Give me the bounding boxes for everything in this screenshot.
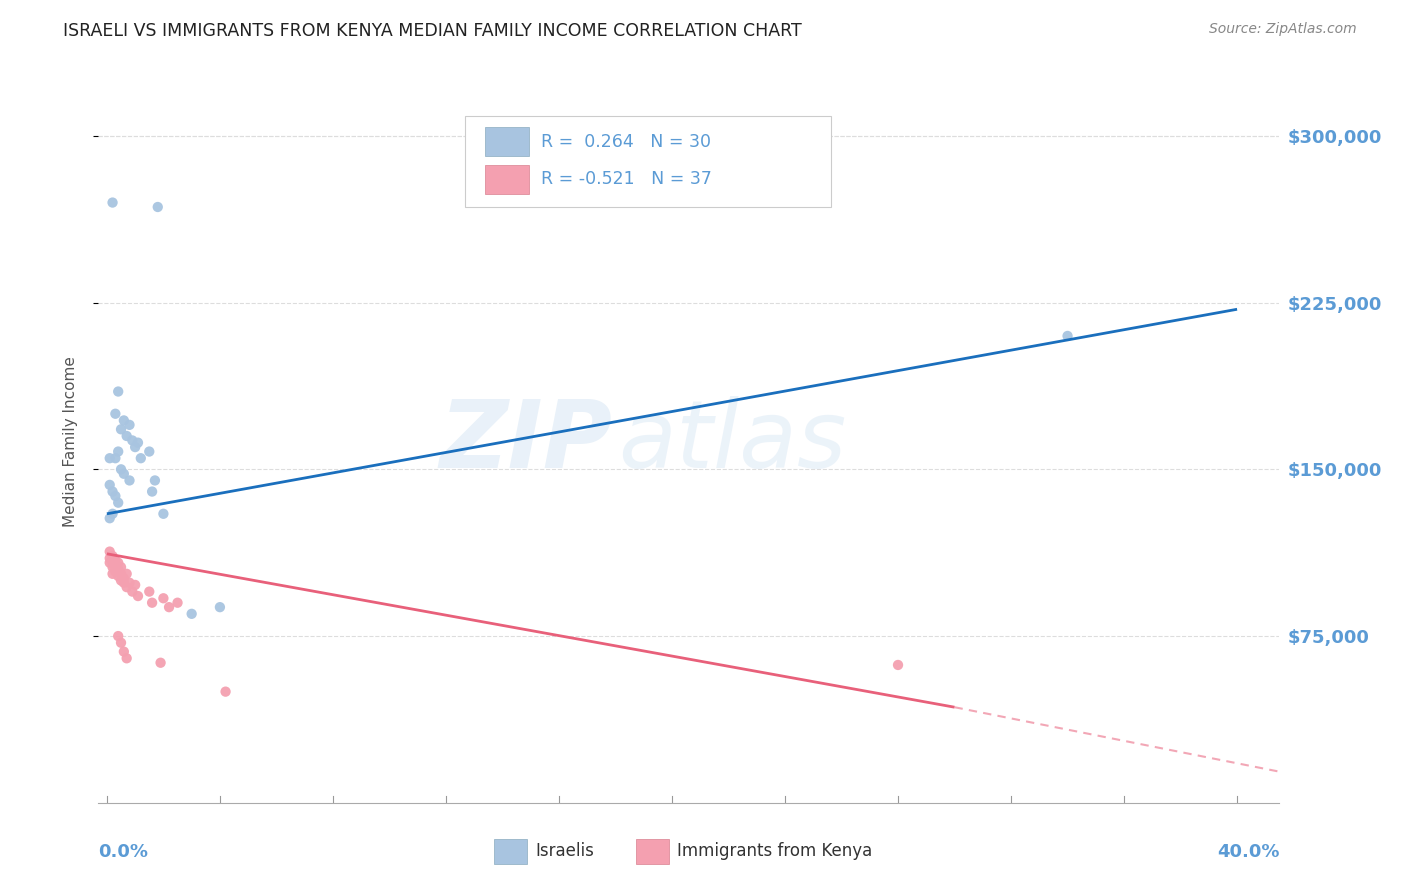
Bar	[485, 165, 530, 194]
Point	[152, 591, 174, 606]
Point	[141, 484, 163, 499]
Point	[141, 596, 163, 610]
Point	[121, 584, 143, 599]
Point	[104, 553, 127, 567]
Point	[115, 651, 138, 665]
Point	[138, 584, 160, 599]
Point	[104, 565, 127, 579]
Point	[98, 544, 121, 558]
Point	[101, 484, 124, 499]
Point	[208, 600, 231, 615]
Point	[112, 645, 135, 659]
Point	[98, 511, 121, 525]
Point	[124, 440, 146, 454]
Point	[98, 451, 121, 466]
Point	[118, 474, 141, 488]
Point	[115, 429, 138, 443]
Point	[101, 195, 124, 210]
Point	[107, 496, 129, 510]
Text: 0.0%: 0.0%	[98, 843, 149, 861]
Point	[107, 629, 129, 643]
Point	[121, 434, 143, 448]
Point	[110, 422, 132, 436]
Point	[101, 560, 124, 574]
Bar	[494, 838, 527, 864]
Point	[149, 656, 172, 670]
Point	[112, 467, 135, 481]
Point	[98, 478, 121, 492]
Bar	[636, 838, 669, 864]
Point	[110, 574, 132, 588]
Point	[157, 600, 180, 615]
Point	[129, 451, 152, 466]
Point	[138, 444, 160, 458]
Point	[180, 607, 202, 621]
Point	[110, 566, 132, 581]
Point	[214, 684, 236, 698]
Text: 40.0%: 40.0%	[1218, 843, 1279, 861]
Text: R = -0.521   N = 37: R = -0.521 N = 37	[541, 170, 713, 188]
Point	[107, 569, 129, 583]
Point	[1056, 329, 1078, 343]
Point	[104, 489, 127, 503]
Point	[112, 571, 135, 585]
Point	[101, 549, 124, 563]
Point	[127, 435, 149, 450]
Point	[146, 200, 169, 214]
Point	[166, 596, 188, 610]
Point	[104, 407, 127, 421]
Point	[112, 413, 135, 427]
Point	[107, 444, 129, 458]
Point	[104, 451, 127, 466]
Point	[107, 562, 129, 576]
Point	[98, 556, 121, 570]
Text: ISRAELI VS IMMIGRANTS FROM KENYA MEDIAN FAMILY INCOME CORRELATION CHART: ISRAELI VS IMMIGRANTS FROM KENYA MEDIAN …	[63, 22, 801, 40]
Y-axis label: Median Family Income: Median Family Income	[63, 356, 77, 527]
Text: ZIP: ZIP	[439, 395, 612, 488]
Point	[143, 474, 166, 488]
Point	[101, 566, 124, 581]
Point	[107, 384, 129, 399]
Text: Source: ZipAtlas.com: Source: ZipAtlas.com	[1209, 22, 1357, 37]
Point	[110, 462, 132, 476]
Point	[127, 589, 149, 603]
FancyBboxPatch shape	[464, 117, 831, 207]
Point	[98, 551, 121, 566]
Point	[104, 560, 127, 574]
Point	[101, 556, 124, 570]
Point	[110, 636, 132, 650]
Point	[124, 578, 146, 592]
Point	[118, 575, 141, 590]
Point	[152, 507, 174, 521]
Point	[104, 558, 127, 572]
Point	[887, 657, 910, 672]
Point	[118, 417, 141, 432]
Text: R =  0.264   N = 30: R = 0.264 N = 30	[541, 133, 711, 151]
Point	[112, 575, 135, 590]
Text: atlas: atlas	[619, 396, 846, 487]
Text: Israelis: Israelis	[536, 842, 595, 860]
Point	[110, 560, 132, 574]
Bar	[485, 128, 530, 156]
Point	[115, 580, 138, 594]
Text: Immigrants from Kenya: Immigrants from Kenya	[678, 842, 872, 860]
Point	[107, 556, 129, 570]
Point	[101, 507, 124, 521]
Point	[115, 566, 138, 581]
